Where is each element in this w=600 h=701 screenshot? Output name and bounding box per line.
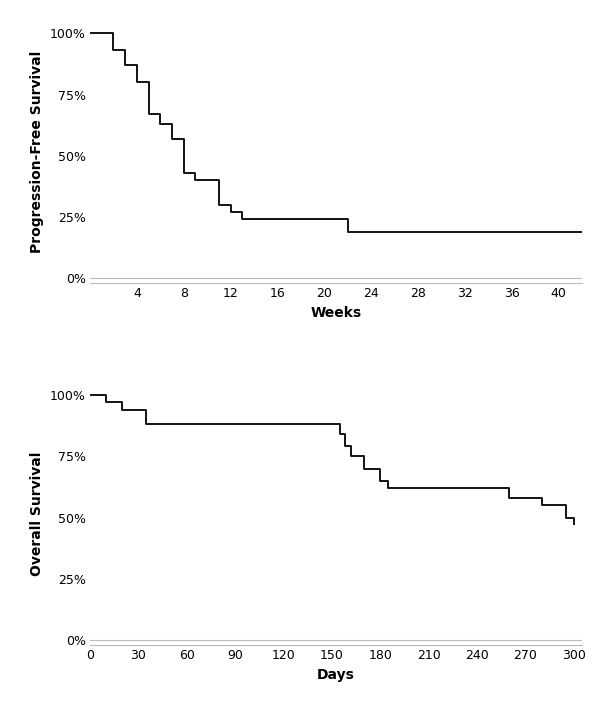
Y-axis label: Progression-Free Survival: Progression-Free Survival [31,51,44,253]
X-axis label: Weeks: Weeks [310,306,362,320]
X-axis label: Days: Days [317,667,355,681]
Y-axis label: Overall Survival: Overall Survival [31,451,44,576]
